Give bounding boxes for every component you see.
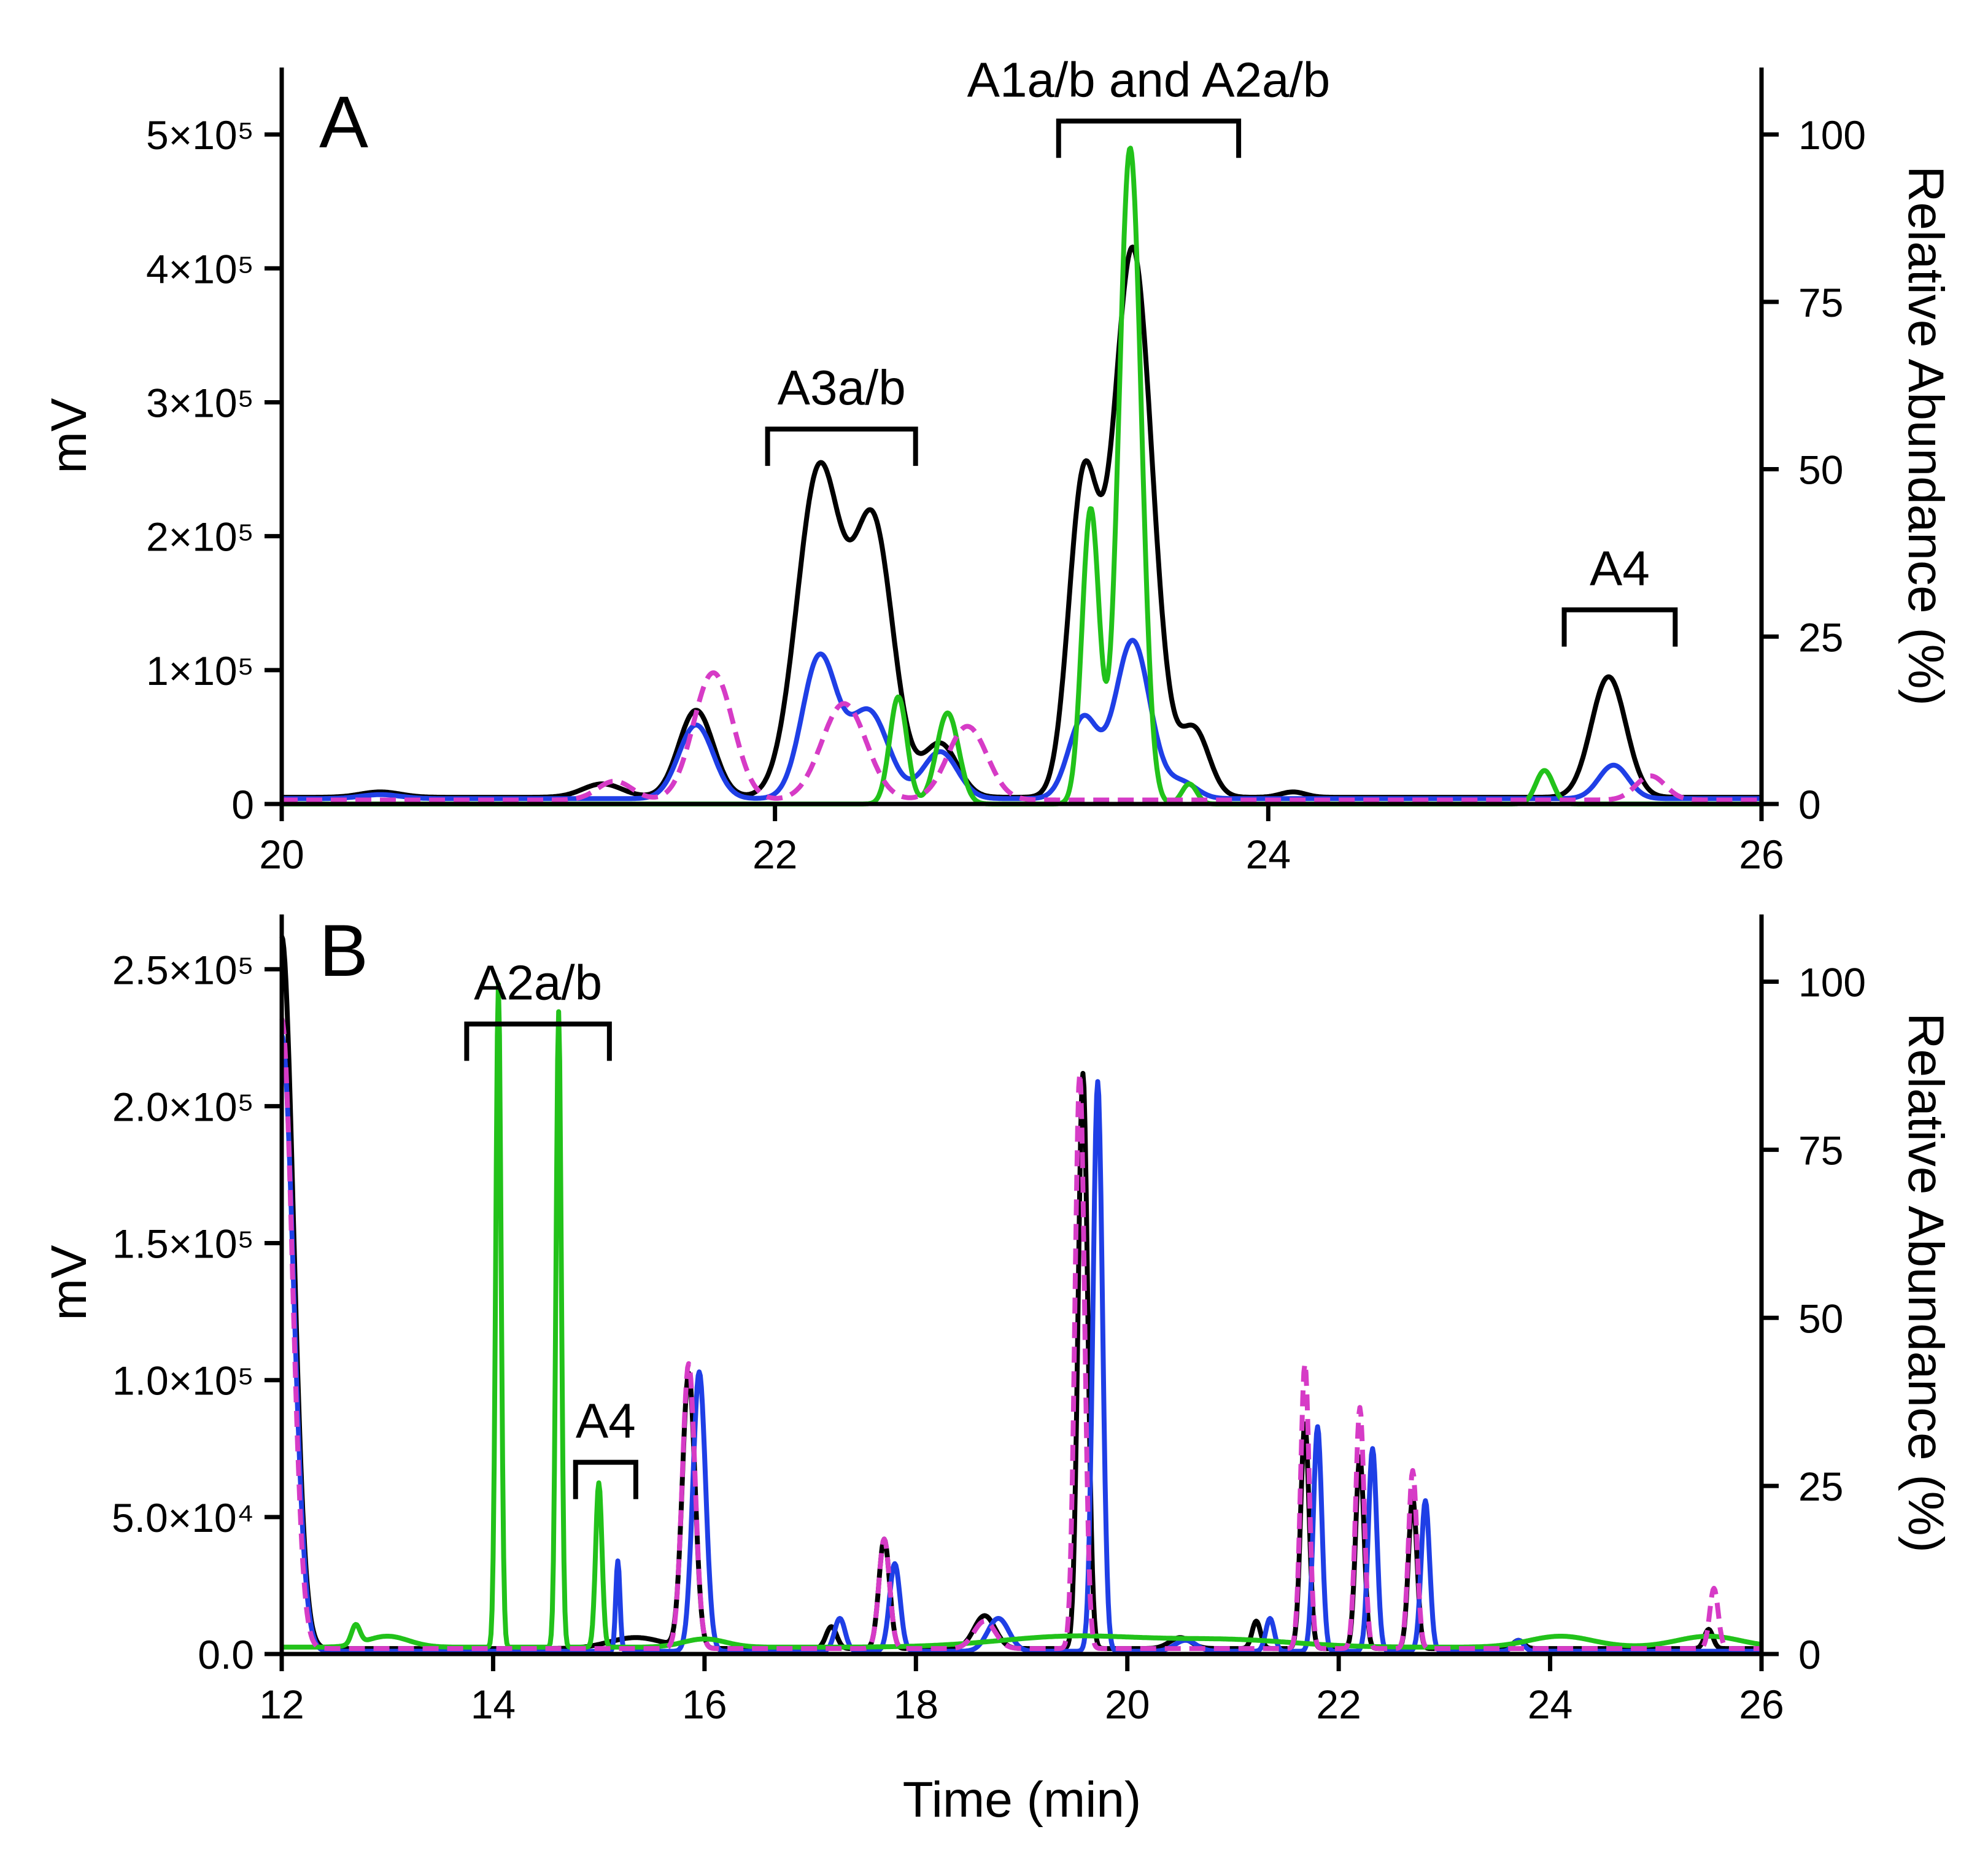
panel-a-y-tick-label: 4×10⁵ — [146, 246, 254, 292]
panel-b-y-tick-label: 1.5×10⁵ — [112, 1221, 254, 1267]
panel-a-series-black — [280, 244, 1763, 800]
panel-a-bracket-a1a-b-and-a2a-b — [1056, 118, 1242, 158]
panel-a-series-magenta — [280, 670, 1763, 803]
panel-a-y-tick-label: 1×10⁵ — [146, 648, 254, 694]
panel-a-bracket-label-a3a-b: A3a/b — [778, 360, 906, 415]
panel-a-x-tick-label: 26 — [1739, 832, 1784, 877]
panel-a: 20 22 24 26 0 1×10⁵ 2×10⁵ 3×10⁵ 4×10⁵ 5×10⁵ 0 25 50 7… — [41, 52, 1954, 877]
panel-b-x-tick-label: 16 — [682, 1682, 727, 1727]
panel-a-y-tick-label: 5×10⁵ — [146, 112, 254, 158]
panel-a-bracket-a4 — [1561, 607, 1678, 647]
panel-b-x-tick-label: 24 — [1528, 1682, 1572, 1727]
panel-b-x-tick-label: 18 — [894, 1682, 938, 1727]
panel-a-bracket-label-a4: A4 — [1590, 541, 1650, 596]
panel-a-x-tick-label: 24 — [1246, 832, 1291, 877]
panel-a-y2-tick-label: 100 — [1798, 112, 1866, 158]
panel-a-bracket-a3a-b — [765, 427, 918, 466]
panel-b-x-tick-label: 20 — [1105, 1682, 1150, 1727]
panel-a-plot-area: 20 22 24 26 0 1×10⁵ 2×10⁵ 3×10⁵ 4×10⁵ 5×10⁵ 0 25 50 7… — [146, 52, 1866, 877]
panel-b-y-tick-label: 2.0×10⁵ — [112, 1084, 254, 1129]
panel-a-y2-tick-label: 75 — [1798, 280, 1843, 325]
panel-b-y2-tick-label: 0 — [1798, 1632, 1821, 1677]
panel-a-bracket-label-a1a-b-and-a2a-b: A1a/b and A2a/b — [967, 52, 1331, 107]
panel-b-y-tick-label: 0.0 — [198, 1632, 254, 1677]
panel-a-x-tick-label: 22 — [752, 832, 797, 877]
panel-a-y2-tick-label: 25 — [1798, 614, 1843, 660]
panel-b-label: B — [319, 910, 368, 992]
panel-a-y2-tick-label: 50 — [1798, 447, 1843, 493]
panel-b-bracket-label-a2a-b: A2a/b — [474, 956, 602, 1010]
panel-a-y-tick-label: 2×10⁵ — [146, 514, 254, 560]
panel-a-label: A — [319, 81, 368, 163]
panel-b-x-tick-label: 22 — [1316, 1682, 1361, 1727]
panel-b-series-magenta — [279, 1018, 1763, 1652]
panel-b-x-tick-label: 14 — [471, 1682, 516, 1727]
panel-a-series-green — [280, 145, 1763, 806]
panel-a-y2-axis-title: Relative Abundance (%) — [1898, 166, 1954, 706]
panel-b-y-tick-label: 1.0×10⁵ — [112, 1358, 254, 1404]
panel-b-y-tick-label: 2.5×10⁵ — [112, 947, 254, 992]
panel-b-bracket-label-a4: A4 — [576, 1394, 636, 1448]
panel-a-y2-tick-label: 0 — [1798, 782, 1821, 827]
panel-b-series-green — [280, 981, 1763, 1650]
panel-b-x-tick-label: 26 — [1739, 1682, 1784, 1727]
panel-b: 12 14 16 18 20 22 24 26 0.0 5.0×10⁴ 1.0×10⁵ 1.5×10⁵… — [41, 910, 1954, 1727]
panel-a-x-tick-label: 20 — [259, 832, 304, 877]
panel-b-y2-tick-label: 50 — [1798, 1296, 1843, 1341]
panel-a-y-tick-label: 3×10⁵ — [146, 380, 254, 425]
panel-b-y2-axis-title: Relative Abundance (%) — [1898, 1013, 1954, 1553]
panel-b-y2-tick-label: 75 — [1798, 1127, 1843, 1173]
x-axis-title: Time (min) — [903, 1772, 1142, 1828]
panel-b-y-axis-title: mV — [41, 1245, 97, 1320]
panel-b-bracket-a4 — [573, 1459, 638, 1499]
panel-b-y2-tick-label: 100 — [1798, 960, 1866, 1005]
panel-a-y-tick-label: 0 — [231, 782, 254, 827]
panel-b-y2-tick-label: 25 — [1798, 1464, 1843, 1509]
panel-b-x-tick-label: 12 — [259, 1682, 304, 1727]
panel-b-plot-area: 12 14 16 18 20 22 24 26 0.0 5.0×10⁴ 1.0×10⁵ 1.5×10⁵… — [112, 914, 1866, 1727]
panel-b-y-tick-label: 5.0×10⁴ — [112, 1495, 254, 1540]
panel-a-y-axis-title: mV — [41, 398, 97, 473]
panel-b-bracket-a2a-b — [464, 1021, 612, 1061]
